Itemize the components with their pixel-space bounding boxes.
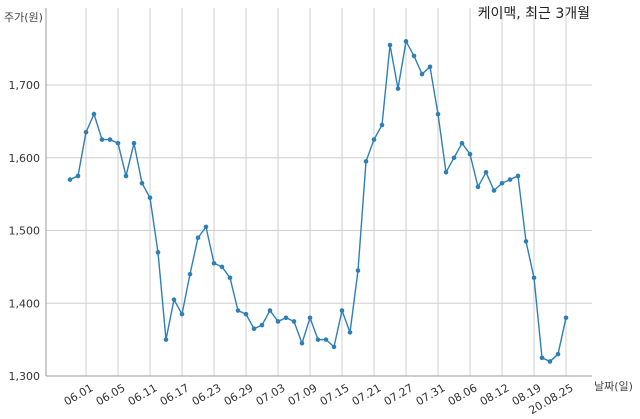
data-point — [307, 315, 313, 321]
x-tick-label: 08.12 — [478, 381, 512, 408]
data-point — [563, 315, 569, 321]
x-tick-label: 06.01 — [62, 381, 96, 408]
data-point — [195, 235, 201, 241]
data-point — [235, 308, 241, 313]
data-point — [547, 359, 553, 364]
data-point — [267, 308, 273, 313]
data-point — [131, 140, 137, 146]
x-tick-label: 06.11 — [126, 381, 160, 408]
x-tick-label: 08.06 — [446, 381, 480, 408]
data-point — [491, 188, 497, 193]
data-point — [515, 173, 521, 179]
data-point — [67, 177, 73, 182]
data-point — [219, 264, 225, 270]
data-point — [91, 111, 97, 117]
x-axis-label: 날짜(일) — [594, 379, 633, 393]
data-point — [211, 260, 217, 266]
data-point — [203, 224, 209, 230]
data-point — [227, 275, 233, 281]
data-point — [147, 195, 153, 201]
data-point — [99, 137, 105, 142]
data-point — [387, 42, 393, 48]
data-point — [355, 268, 361, 273]
x-tick-labels: 06.0106.0506.1106.1706.2306.2907.0307.09… — [62, 381, 576, 417]
data-point — [419, 71, 425, 77]
axes — [45, 8, 592, 377]
data-point — [283, 315, 289, 321]
data-point — [539, 355, 545, 361]
data-point — [507, 177, 513, 182]
data-point — [275, 319, 281, 324]
y-tick-label: 1,600 — [9, 152, 41, 165]
price-series — [67, 39, 569, 364]
y-tick-labels: 1,300 1,400 1,500 1,600 1,700 — [9, 79, 41, 383]
x-tick-label: 07.21 — [350, 381, 384, 408]
x-tick-label: 07.27 — [382, 381, 416, 408]
data-point — [163, 337, 169, 342]
data-point — [403, 39, 409, 44]
data-point — [171, 297, 177, 302]
data-point — [83, 129, 89, 135]
y-axis-label: 주가(원) — [4, 11, 43, 24]
data-point — [315, 337, 321, 342]
y-tick-label: 1,500 — [9, 225, 41, 238]
data-point — [451, 155, 457, 161]
x-tick-label: 07.31 — [414, 381, 448, 408]
data-point — [179, 311, 185, 317]
x-tick-label: 06.23 — [190, 381, 224, 408]
data-point — [371, 137, 377, 142]
data-point — [339, 308, 345, 313]
data-point — [427, 64, 433, 70]
data-point — [115, 140, 121, 146]
data-point — [75, 173, 81, 179]
data-point — [499, 180, 505, 186]
data-point — [531, 275, 537, 281]
data-point — [363, 159, 369, 164]
data-point — [123, 173, 129, 179]
series-line — [69, 40, 567, 363]
data-point — [411, 53, 417, 59]
data-point — [483, 170, 489, 175]
y-tick-label: 1,300 — [9, 370, 41, 383]
x-tick-label: 06.29 — [222, 381, 256, 408]
data-point — [107, 137, 113, 142]
data-point — [435, 111, 441, 117]
x-tick-label: 07.09 — [286, 381, 320, 408]
data-point — [291, 319, 297, 324]
data-point — [187, 271, 193, 277]
data-point — [379, 122, 385, 128]
data-point — [299, 340, 305, 346]
data-point — [347, 330, 353, 335]
data-point — [323, 337, 329, 342]
data-point — [251, 326, 257, 332]
data-point — [331, 344, 337, 350]
data-point — [139, 180, 145, 186]
y-tick-label: 1,400 — [9, 297, 41, 310]
data-point — [475, 184, 481, 190]
x-tick-label: 06.05 — [94, 381, 128, 408]
x-tick-label: 07.15 — [318, 381, 352, 408]
data-point — [523, 239, 529, 244]
x-tick-label: 07.03 — [254, 381, 288, 408]
data-point — [259, 322, 265, 328]
data-point — [467, 151, 473, 157]
gridlines — [46, 8, 592, 376]
data-point — [443, 170, 449, 175]
data-point — [459, 140, 465, 146]
data-point — [243, 311, 249, 317]
data-point — [155, 250, 161, 255]
data-point — [555, 351, 561, 357]
data-point — [395, 86, 401, 91]
x-tick-label: 06.17 — [158, 381, 192, 408]
y-tick-label: 1,700 — [9, 79, 41, 92]
